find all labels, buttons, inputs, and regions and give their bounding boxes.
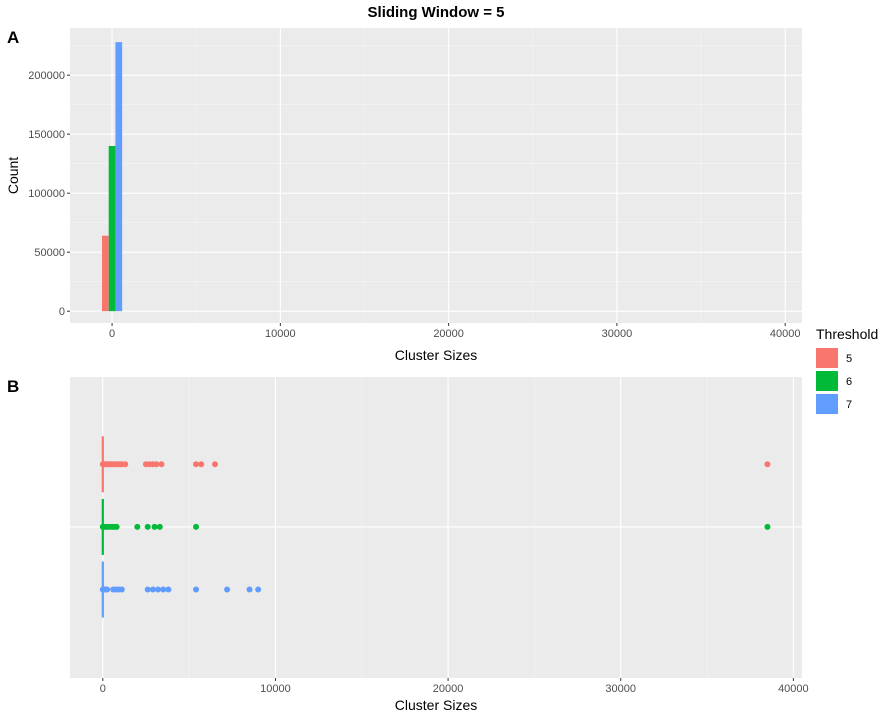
plot-background-b xyxy=(70,377,802,678)
data-point-6 xyxy=(156,523,163,530)
histogram-bar-5 xyxy=(101,235,109,312)
legend-swatch-5 xyxy=(816,348,838,368)
data-point-5 xyxy=(153,461,160,468)
data-point-6 xyxy=(764,523,771,530)
y-tick-label-a: 200000 xyxy=(28,70,65,82)
x-tick-label-b: 30000 xyxy=(605,683,636,695)
x-tick-label-b: 20000 xyxy=(433,683,464,695)
data-point-5 xyxy=(212,461,219,468)
data-point-6 xyxy=(193,523,200,530)
data-point-6 xyxy=(134,523,141,530)
x-tick-label-a: 0 xyxy=(109,328,115,340)
legend-label-5: 5 xyxy=(846,353,852,365)
legend-swatch-7 xyxy=(816,394,838,414)
axis-ticks-b: 0 10000 20000 30000 40000 xyxy=(100,678,809,695)
data-point-7 xyxy=(193,586,200,593)
x-tick-label-a: 10000 xyxy=(265,328,296,340)
scatter-points xyxy=(99,436,771,618)
legend: Threshold 5 6 7 xyxy=(816,326,878,414)
data-point-7 xyxy=(165,586,172,593)
histogram-bar-6 xyxy=(108,146,116,312)
x-tick-label-a: 40000 xyxy=(770,328,801,340)
legend-swatch-6 xyxy=(816,371,838,391)
legend-title: Threshold xyxy=(816,326,878,342)
x-axis-title-b: Cluster Sizes xyxy=(395,697,477,713)
legend-label-6: 6 xyxy=(846,376,852,388)
data-point-7 xyxy=(118,586,125,593)
data-point-5 xyxy=(193,461,200,468)
data-point-6 xyxy=(113,523,120,530)
gridlines-b xyxy=(70,377,802,678)
y-tick-label-a: 100000 xyxy=(28,188,65,200)
y-tick-label-a: 150000 xyxy=(28,129,65,141)
x-tick-label-b: 40000 xyxy=(778,683,809,695)
panel-label-a: A xyxy=(7,28,19,47)
data-point-6 xyxy=(151,523,158,530)
plot-background-a xyxy=(70,28,802,323)
y-tick-label-a: 50000 xyxy=(34,247,65,259)
legend-items: 5 6 7 xyxy=(816,348,852,414)
data-point-7 xyxy=(224,586,231,593)
data-point-7 xyxy=(160,586,167,593)
data-point-5 xyxy=(158,461,165,468)
figure-title: Sliding Window = 5 xyxy=(368,4,505,21)
data-point-7 xyxy=(255,586,262,593)
strip-plot-panel: 0 10000 20000 30000 40000 Cluster Sizes xyxy=(70,377,809,713)
x-tick-label-b: 10000 xyxy=(260,683,291,695)
x-tick-label-a: 20000 xyxy=(433,328,464,340)
x-tick-label-b: 0 xyxy=(100,683,106,695)
axis-ticks-a: 0 10000 20000 30000 40000 0 50000 100000 150000 2… xyxy=(28,70,800,340)
histogram-panel: 0 10000 20000 30000 40000 0 50000 100000 150000 2… xyxy=(5,28,802,363)
histogram-bar-7 xyxy=(115,42,123,312)
data-point-7 xyxy=(144,586,151,593)
data-point-5 xyxy=(198,461,205,468)
panel-label-b: B xyxy=(7,377,19,396)
x-axis-title-a: Cluster Sizes xyxy=(395,347,477,363)
data-point-7 xyxy=(149,586,156,593)
data-point-7 xyxy=(155,586,162,593)
data-point-7 xyxy=(104,586,111,593)
y-axis-title-a: Count xyxy=(5,157,21,194)
histogram-bars xyxy=(101,42,123,312)
data-point-5 xyxy=(122,461,129,468)
data-point-5 xyxy=(764,461,771,468)
data-point-6 xyxy=(144,523,151,530)
y-tick-label-a: 0 xyxy=(59,306,65,318)
legend-label-7: 7 xyxy=(846,399,852,411)
x-tick-label-a: 30000 xyxy=(602,328,633,340)
gridlines-a xyxy=(70,28,802,323)
data-point-7 xyxy=(246,586,253,593)
